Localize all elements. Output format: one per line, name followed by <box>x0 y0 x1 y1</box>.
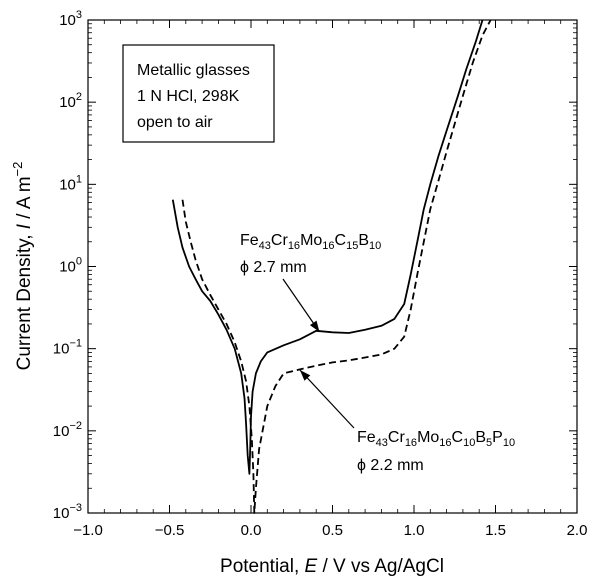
y-tick-label: 103 <box>59 9 82 29</box>
minor-ticks <box>88 20 577 513</box>
y-tick-label: 101 <box>59 173 82 193</box>
legend-box: Metallic glasses 1 N HCl, 298K open to a… <box>122 44 275 143</box>
y-axis-label: Current Density, I / A m−2 <box>10 162 35 371</box>
annotation-dashed-size: ϕ 2.2 mm <box>357 457 424 474</box>
y-tick-label: 10−3 <box>53 502 82 522</box>
annotation-solid-arrow-head <box>309 320 320 332</box>
annotation-dashed-arrow-head <box>299 370 311 381</box>
annotation-layer: Fe43Cr16Mo16C15B10 ϕ 2.7 mm Fe43Cr16Mo16C1… <box>240 232 515 474</box>
x-tick-label: 2.0 <box>567 522 588 539</box>
y-tick-label: 10−1 <box>53 338 82 358</box>
x-tick-labels: −1.0 −0.5 0.0 0.5 1.0 1.5 2.0 <box>73 522 587 539</box>
series-solid-line <box>171 19 484 475</box>
legend-line-1: Metallic glasses <box>137 62 250 79</box>
major-ticks <box>87 19 578 514</box>
y-tick-label: 10−2 <box>53 420 82 440</box>
annotation-dashed-composition: Fe43Cr16Mo16C10B5P10 <box>357 429 515 449</box>
x-tick-label: −1.0 <box>73 522 103 539</box>
x-tick-label: −0.5 <box>155 522 185 539</box>
x-tick-label: 1.0 <box>404 522 425 539</box>
annotation-solid-size: ϕ 2.7 mm <box>240 259 307 276</box>
x-tick-label: 0.0 <box>241 522 262 539</box>
legend-box-frame <box>122 44 275 143</box>
annotation-dashed-arrow-line <box>299 369 355 429</box>
y-tick-label: 102 <box>59 91 82 111</box>
x-axis-label: Potential, E / V vs Ag/AgCl <box>220 556 444 577</box>
series-dashed-line <box>181 19 492 514</box>
y-tick-labels: 10−3 10−2 10−1 100 101 102 103 <box>53 9 82 522</box>
y-tick-label: 100 <box>59 256 82 276</box>
x-tick-label: 1.5 <box>485 522 506 539</box>
legend-line-2: 1 N HCl, 298K <box>137 88 240 105</box>
x-tick-label: 0.5 <box>322 522 343 539</box>
annotation-solid-composition: Fe43Cr16Mo16C15B10 <box>240 232 381 252</box>
legend-line-3: open to air <box>137 114 213 131</box>
series-layer <box>171 19 492 514</box>
